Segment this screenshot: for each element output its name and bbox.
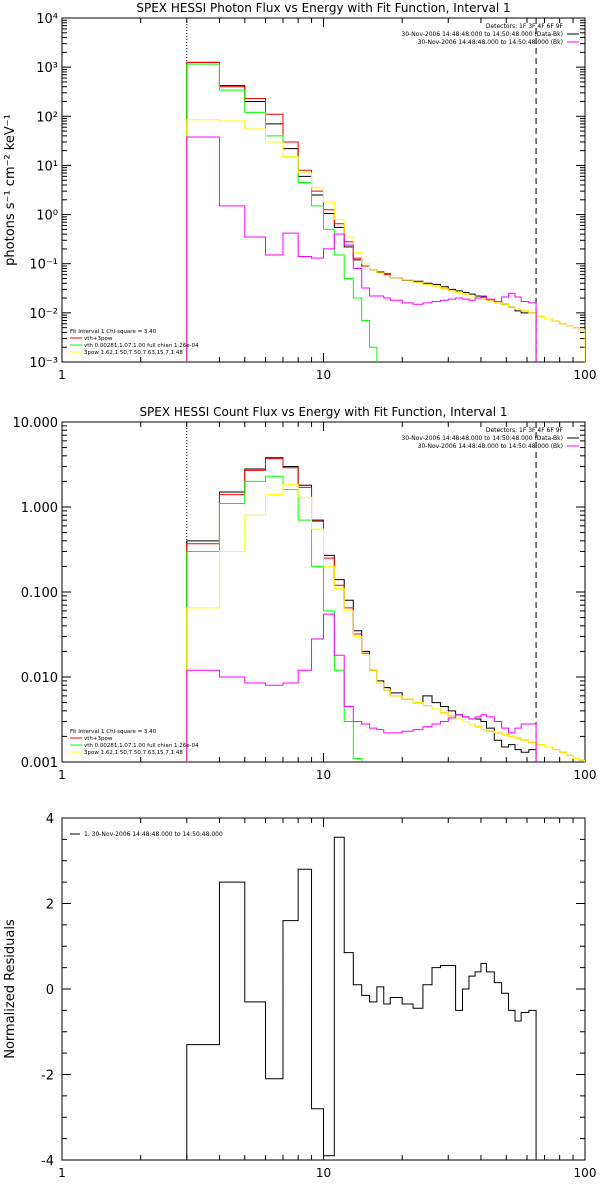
legend-entry: Fit Interval 1 Chi-square = 3.40 (70, 329, 157, 335)
legend-entry: vth+3pow (84, 336, 113, 342)
y-tick-label: 0 (46, 983, 54, 998)
legend-entry: 1. 30-Nov-2006 14:48:48.000 to 14:50:48.… (84, 831, 223, 838)
legend-bottom-left: Fit Interval 1 Chi-square = 3.40vth+3pow… (70, 729, 199, 756)
series-bk (186, 613, 537, 762)
y-axis-label: photons s⁻¹ cm⁻² keV⁻¹ (3, 114, 18, 266)
legend-entry: vth 0.00281,1.07,1.00 full chian 1.26e-0… (84, 743, 199, 749)
y-tick-label: 10⁰ (36, 209, 58, 224)
series-vth-3pow (186, 458, 585, 762)
series-bk (186, 136, 537, 362)
y-tick-label: 10¹ (36, 159, 58, 174)
y-tick-label: 0.001 (21, 756, 58, 771)
legend-entry: 3pow 1.62,1.50,7.50,7.63,15.7,1.48 (84, 350, 183, 356)
series-vth (186, 475, 363, 762)
y-axis-label: Normalized Residuals (3, 919, 18, 1059)
y-tick-label: 10.000 (13, 416, 59, 431)
legend-entry: Detectors: 1F 3F 4F 6F 9F (486, 427, 564, 434)
series-data-bk (186, 61, 537, 362)
series-group (186, 457, 585, 762)
legend-entry: Fit Interval 1 Chi-square = 3.40 (70, 729, 157, 735)
x-tick-label: 1 (58, 1166, 66, 1180)
x-tick-label: 10 (316, 368, 331, 382)
y-tick-label: 10⁻³ (29, 356, 58, 371)
chart-title: SPEX HESSI Photon Flux vs Energy with Fi… (136, 1, 510, 15)
y-tick-label: 0.100 (21, 586, 58, 601)
series-group (186, 836, 537, 1160)
series-vth (186, 63, 378, 362)
series-group (186, 61, 585, 362)
y-tick-label: -4 (41, 1154, 54, 1169)
legend-entry: 30-Nov-2006 14:48:48.000 to 14:50:48.000… (401, 435, 563, 442)
series-residuals (186, 836, 537, 1160)
y-tick-label: 10⁻² (29, 307, 58, 322)
legend-entry: 30-Nov-2006 14:48:48.000 to 14:50:48.000… (418, 39, 563, 46)
legend-entry: Detectors: 1F 3F 4F 6F 9F (486, 23, 564, 30)
x-tick-label: 100 (574, 368, 597, 382)
x-tick-label: 10 (316, 1166, 331, 1180)
legend-entry: 3pow 1.62,1.50,7.50,7.63,15.7,1.48 (84, 750, 183, 756)
legend-entry: vth+3pow (84, 736, 113, 742)
x-tick-label: 1 (58, 368, 66, 382)
y-tick-label: 10⁻¹ (29, 258, 58, 273)
chart-panel-3: 1 10 100 -4 -2 0 2 4 Normalized Residuals 1. 30-N… (3, 812, 596, 1180)
chart-title: SPEX HESSI Count Flux vs Energy with Fit… (139, 405, 507, 419)
series-3pow (186, 119, 585, 362)
legend-bottom-left: Fit Interval 1 Chi-square = 3.40vth+3pow… (70, 329, 199, 356)
legend-entry: 30-Nov-2006 14:48:48.000 to 14:50:48.000… (401, 31, 563, 38)
y-tick-label: 10² (36, 110, 58, 125)
legend-entry: vth 0.00281,1.07,1.00 full chian 1.26e-0… (84, 343, 199, 349)
x-tick-label: 100 (574, 768, 597, 782)
legend: 1. 30-Nov-2006 14:48:48.000 to 14:50:48.… (70, 831, 223, 838)
series-3pow (186, 483, 585, 762)
series-vth-3pow (186, 61, 585, 362)
y-tick-label: 10³ (36, 61, 58, 76)
x-tick-label: 10 (316, 768, 331, 782)
y-tick-label: -2 (41, 1069, 54, 1084)
x-tick-label: 1 (58, 768, 66, 782)
legend-entry: 30-Nov-2006 14:48:48.000 to 14:50:48.000… (418, 443, 563, 450)
chart-panel-1: SPEX HESSI Photon Flux vs Energy with Fi… (3, 1, 596, 382)
y-tick-label: 0.010 (21, 671, 58, 686)
y-tick-label: 10⁴ (36, 12, 58, 27)
chart-panel-2: SPEX HESSI Count Flux vs Energy with Fit… (13, 405, 597, 782)
y-tick-label: 2 (46, 898, 54, 913)
y-tick-label: 4 (46, 812, 54, 827)
y-tick-label: 1.000 (21, 501, 58, 516)
x-tick-label: 100 (574, 1166, 597, 1180)
series-data-bk (186, 457, 537, 762)
